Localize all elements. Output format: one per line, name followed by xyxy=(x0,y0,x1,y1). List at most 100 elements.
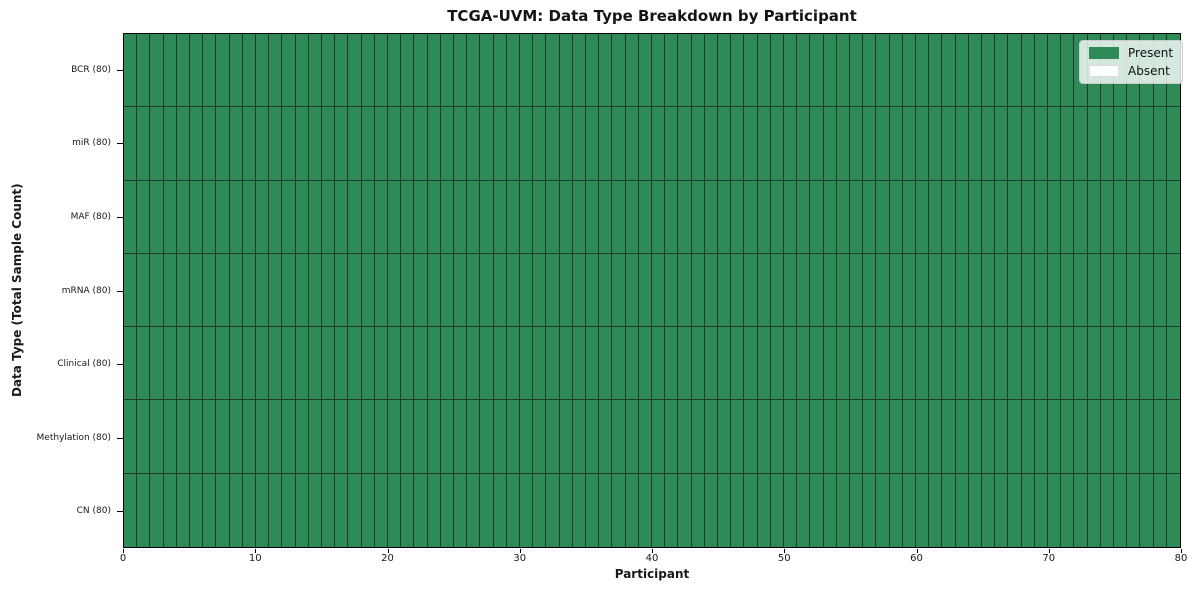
heatmap-cell xyxy=(163,327,177,401)
heatmap-cell xyxy=(1153,253,1167,328)
heatmap-cell xyxy=(1166,107,1180,181)
heatmap-cell xyxy=(651,400,666,474)
heatmap-cell xyxy=(229,473,243,547)
heatmap-cell xyxy=(480,253,494,328)
heatmap-cell xyxy=(836,34,850,108)
heatmap-cell xyxy=(546,400,560,474)
heatmap-cell xyxy=(282,253,296,328)
heatmap-cell xyxy=(335,34,349,108)
heatmap-cell xyxy=(533,34,547,108)
heatmap-cell xyxy=(942,253,956,328)
x-tick-label: 40 xyxy=(645,553,659,564)
heatmap-cell xyxy=(638,327,652,401)
x-tick-label: 0 xyxy=(119,553,127,564)
heatmap-cell xyxy=(335,400,349,474)
heatmap-cell xyxy=(876,34,890,108)
heatmap-cell xyxy=(137,473,151,547)
heatmap-cell xyxy=(823,34,837,108)
heatmap-cell xyxy=(1061,327,1075,401)
heatmap-cell xyxy=(902,180,916,254)
heatmap-cell xyxy=(1047,34,1062,108)
heatmap-cell xyxy=(216,34,230,108)
x-tick-label: 10 xyxy=(248,553,262,564)
heatmap-cell xyxy=(612,400,626,474)
x-tick-label: 20 xyxy=(381,553,394,564)
heatmap-cell xyxy=(1087,253,1101,328)
heatmap-cell xyxy=(480,34,494,108)
heatmap-cell xyxy=(995,327,1009,401)
heatmap-cell xyxy=(321,34,336,108)
heatmap-cell xyxy=(546,473,560,547)
heatmap-cell xyxy=(203,400,217,474)
heatmap-cell xyxy=(361,180,375,254)
heatmap-cell xyxy=(203,107,217,181)
heatmap-cell xyxy=(968,180,982,254)
heatmap-cell xyxy=(704,473,718,547)
heatmap-cell xyxy=(374,34,388,108)
heatmap-cell xyxy=(757,473,771,547)
heatmap-cell xyxy=(361,107,375,181)
x-tick-mark xyxy=(784,549,786,553)
heatmap-cell xyxy=(955,180,969,254)
heatmap-cell xyxy=(269,473,283,547)
heatmap-cell xyxy=(467,327,481,401)
heatmap-cell xyxy=(797,180,811,254)
heatmap-cell xyxy=(731,34,745,108)
heatmap-cell xyxy=(150,327,164,401)
x-tick-label: 30 xyxy=(513,553,527,564)
heatmap-cell xyxy=(242,400,256,474)
heatmap-cell xyxy=(255,107,270,181)
heatmap-cell xyxy=(480,473,494,547)
heatmap-cell xyxy=(414,253,428,328)
heatmap-cell xyxy=(731,400,745,474)
heatmap-cell xyxy=(915,473,930,547)
heatmap-cell xyxy=(638,180,652,254)
heatmap-cell xyxy=(559,107,573,181)
heatmap-cell xyxy=(599,107,613,181)
heatmap-cell xyxy=(361,34,375,108)
heatmap-cell xyxy=(1166,327,1180,401)
heatmap-cell xyxy=(440,327,454,401)
heatmap-cell xyxy=(321,400,336,474)
heatmap-cell xyxy=(612,34,626,108)
heatmap-cell xyxy=(638,473,652,547)
heatmap-cell xyxy=(678,473,692,547)
heatmap-cell xyxy=(995,400,1009,474)
heatmap-cell xyxy=(559,327,573,401)
heatmap-cell xyxy=(1008,253,1022,328)
x-tick-mark xyxy=(1048,549,1050,553)
heatmap-cell xyxy=(1034,400,1048,474)
heatmap-cell xyxy=(361,400,375,474)
legend-swatch xyxy=(1089,47,1119,59)
heatmap-cell xyxy=(189,34,204,108)
heatmap-cell xyxy=(678,253,692,328)
heatmap-cell xyxy=(321,180,336,254)
heatmap-cell xyxy=(440,34,454,108)
heatmap-cell xyxy=(255,327,270,401)
heatmap-cell xyxy=(942,180,956,254)
heatmap-cell xyxy=(493,473,507,547)
heatmap-cell xyxy=(770,107,784,181)
heatmap-cell xyxy=(453,34,468,108)
heatmap-cell xyxy=(242,34,256,108)
heatmap-cell xyxy=(176,107,190,181)
heatmap-cell xyxy=(255,34,270,108)
heatmap-cell xyxy=(863,253,877,328)
heatmap-cell xyxy=(427,180,441,254)
heatmap-cell xyxy=(981,253,996,328)
heatmap-cell xyxy=(1153,180,1167,254)
heatmap-cell xyxy=(229,34,243,108)
heatmap-cell xyxy=(1061,473,1075,547)
heatmap-cell xyxy=(757,253,771,328)
heatmap-cell xyxy=(929,253,943,328)
heatmap-cell xyxy=(427,34,441,108)
heatmap-cell xyxy=(427,400,441,474)
x-tick-mark xyxy=(1181,549,1182,553)
heatmap-cell xyxy=(625,253,639,328)
heatmap-cell xyxy=(849,327,864,401)
heatmap-cell xyxy=(1034,34,1048,108)
heatmap-cell xyxy=(480,400,494,474)
heatmap-cell xyxy=(981,400,996,474)
heatmap-cell xyxy=(1127,473,1141,547)
heatmap-cell xyxy=(519,34,534,108)
